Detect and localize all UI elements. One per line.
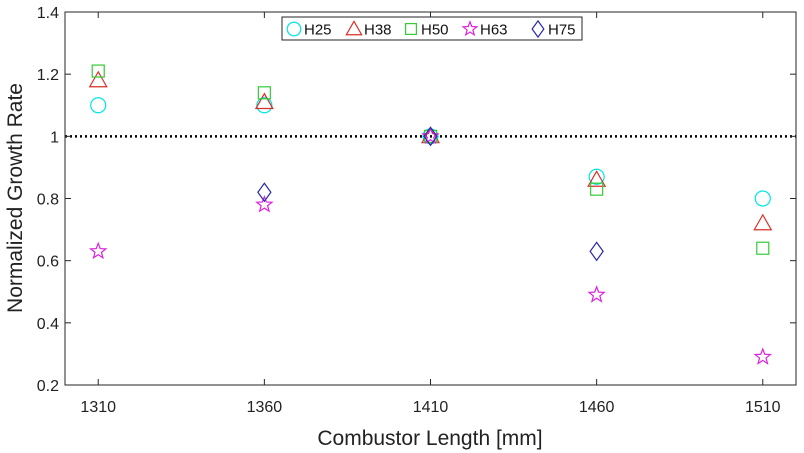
marker-h63 (753, 347, 772, 365)
marker-h38 (587, 170, 607, 187)
x-tick-label: 1310 (80, 399, 116, 416)
marker-h38 (753, 213, 773, 231)
y-tick-label: 1.2 (37, 67, 59, 84)
data-markers (88, 64, 773, 365)
marker-h63 (89, 241, 108, 260)
tick-marks (65, 11, 796, 386)
plot-area (64, 11, 797, 386)
y-tick-labels: 0.2 0.4 0.6 0.8 1 1.2 1.4 (37, 5, 59, 395)
y-tick-label: 1.4 (37, 5, 59, 22)
x-tick-label: 1360 (247, 399, 283, 416)
legend-marker-h25 (286, 21, 302, 37)
legend-label-h50: H50 (421, 22, 449, 39)
x-tick-label: 1510 (745, 399, 781, 416)
marker-h63 (255, 195, 274, 213)
x-axis-title: Combustor Length [mm] (317, 427, 542, 450)
marker-h50 (590, 182, 604, 196)
marker-h38 (254, 92, 274, 110)
legend-marker-h63 (461, 20, 479, 37)
marker-h75 (589, 241, 604, 262)
y-tick-label: 0.4 (37, 316, 59, 333)
legend-label-h38: H38 (364, 22, 392, 39)
marker-h25 (256, 97, 273, 114)
y-tick-label: 0.8 (37, 192, 59, 209)
marker-h50 (756, 241, 770, 255)
legend-marker-h50 (405, 23, 418, 36)
legend-label-h75: H75 (548, 22, 576, 39)
marker-h50 (257, 86, 271, 100)
y-tick-label: 1 (50, 129, 59, 146)
y-tick-label: 0.2 (37, 378, 59, 395)
legend-label-h25: H25 (304, 22, 332, 39)
marker-h50 (91, 64, 105, 78)
marker-h25 (588, 168, 605, 185)
marker-h75 (423, 126, 438, 147)
legend-marker-h38 (345, 20, 363, 36)
x-tick-label: 1460 (579, 399, 615, 416)
legend-marker-h75 (531, 19, 545, 39)
x-tick-labels: 1310 1360 1410 1460 1510 (80, 399, 780, 416)
marker-h63 (421, 126, 440, 145)
legend-label-h63: H63 (480, 22, 508, 39)
x-tick-label: 1410 (413, 399, 449, 416)
marker-h38 (88, 70, 108, 88)
marker-h25 (754, 190, 771, 207)
marker-h63 (587, 285, 606, 303)
legend: H25 H38 H50 H63 H75 (281, 16, 583, 41)
marker-h75 (257, 182, 272, 203)
y-axis-title: Normalized Growth Rate (4, 83, 27, 313)
y-tick-label: 0.6 (37, 254, 59, 271)
marker-h25 (90, 97, 107, 114)
